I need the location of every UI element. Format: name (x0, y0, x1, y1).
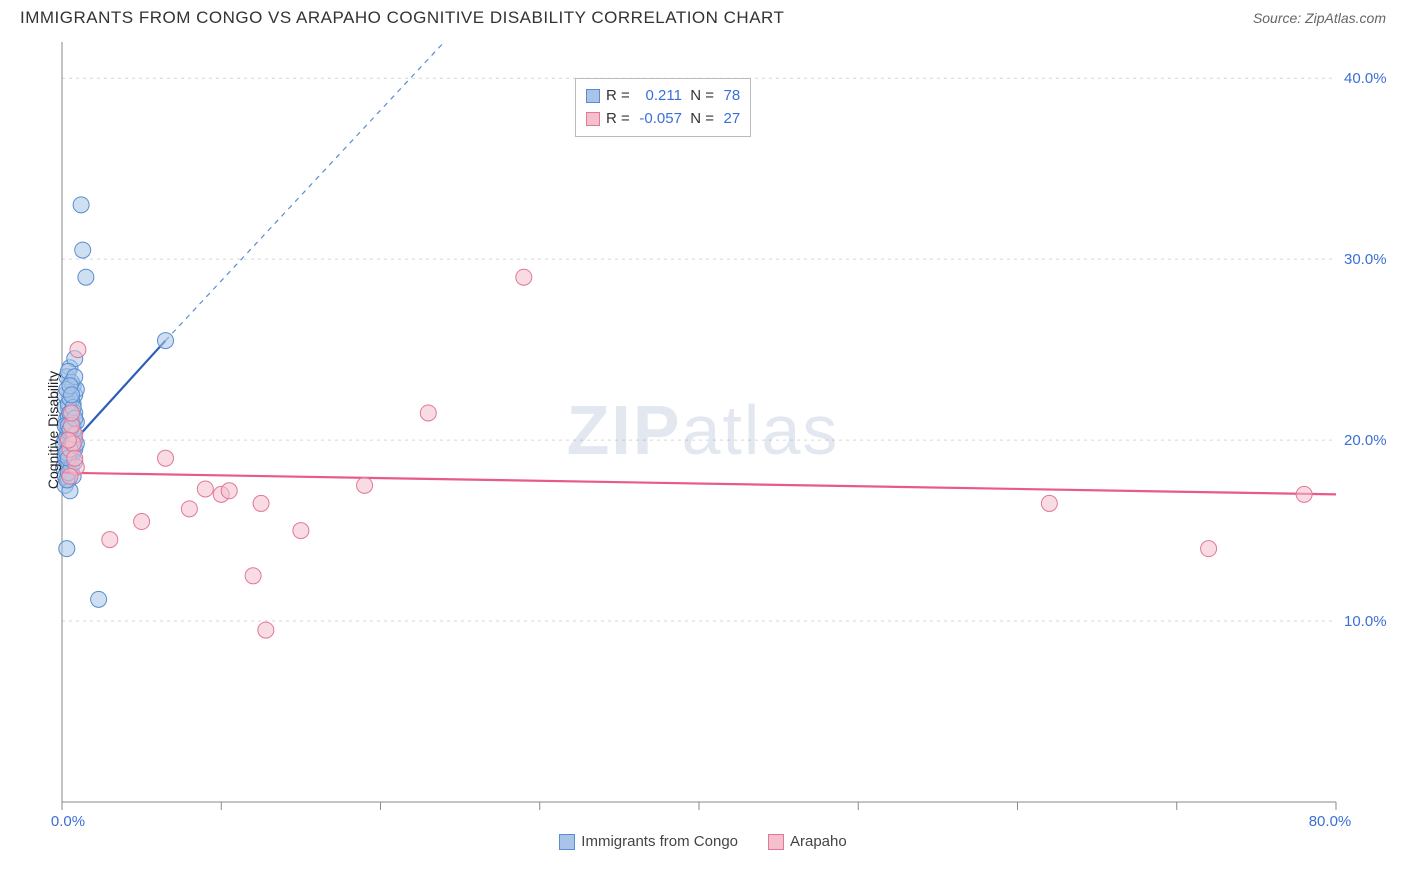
y-axis-label: Cognitive Disability (45, 370, 61, 488)
scatter-chart: 10.0% 20.0% 30.0% 40.0% 0.0% 80.0% (20, 32, 1386, 827)
y-tick-label: 40.0% (1344, 70, 1386, 87)
chart-title: IMMIGRANTS FROM CONGO VS ARAPAHO COGNITI… (20, 8, 784, 28)
data-point (420, 405, 436, 421)
legend-item: Immigrants from Congo (559, 833, 738, 850)
data-point (357, 477, 373, 493)
data-point (221, 483, 237, 499)
legend-item: Arapaho (768, 833, 847, 850)
data-point (245, 568, 261, 584)
data-point (1201, 541, 1217, 557)
data-point (253, 495, 269, 511)
data-point (158, 450, 174, 466)
data-point (78, 269, 94, 285)
correlation-info-box: R = 0.211 N = 78R = -0.057 N = 27 (575, 78, 751, 137)
data-point (75, 242, 91, 258)
data-point (62, 468, 78, 484)
y-tick-label: 10.0% (1344, 613, 1386, 630)
data-point (73, 197, 89, 213)
data-point (1296, 486, 1312, 502)
data-point (158, 333, 174, 349)
data-point (67, 450, 83, 466)
source-label: Source: ZipAtlas.com (1253, 10, 1386, 26)
data-point (60, 432, 76, 448)
data-point (1041, 495, 1057, 511)
data-point (181, 501, 197, 517)
chart-container: Cognitive Disability 10.0% 20.0% 30.0% 40.0… (20, 32, 1386, 827)
data-point (70, 342, 86, 358)
data-point (516, 269, 532, 285)
legend: Immigrants from Congo Arapaho (0, 833, 1406, 850)
data-point (102, 532, 118, 548)
data-point (293, 523, 309, 539)
data-point (64, 387, 80, 403)
data-point (59, 541, 75, 557)
info-row: R = 0.211 N = 78 (586, 85, 740, 108)
data-point (197, 481, 213, 497)
x-tick-label: 0.0% (51, 813, 85, 827)
y-tick-label: 30.0% (1344, 251, 1386, 268)
x-tick-label: 80.0% (1309, 813, 1352, 827)
y-tick-label: 20.0% (1344, 432, 1386, 449)
data-point (91, 591, 107, 607)
data-point (258, 622, 274, 638)
info-row: R = -0.057 N = 27 (586, 108, 740, 131)
data-point (134, 514, 150, 530)
data-point (64, 405, 80, 421)
